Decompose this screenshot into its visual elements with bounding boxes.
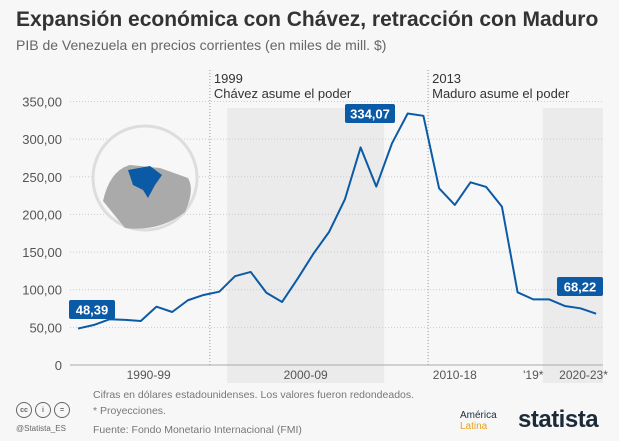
data-label-box — [69, 300, 115, 319]
y-tick-label: 350,00 — [22, 95, 62, 110]
y-tick-label: 200,00 — [22, 207, 62, 222]
x-tick-label: '19* — [523, 368, 544, 382]
data-label-box — [345, 104, 395, 123]
footnote-currency: Cifras en dólares estadounidenses. Los v… — [93, 389, 415, 401]
y-tick-label: 0 — [55, 358, 62, 373]
x-tick-label: 2020-23* — [559, 368, 608, 382]
shade-2020-23 — [542, 108, 603, 383]
annotation-year: 2013 — [432, 71, 461, 86]
x-tick-label: 2000-09 — [284, 368, 328, 382]
social-handle: @Statista_ES — [16, 424, 66, 433]
data-label: 334,07 — [350, 107, 390, 122]
annotation-year: 1999 — [214, 71, 243, 86]
south-america-shape — [103, 165, 191, 229]
y-tick-label: 100,00 — [22, 283, 62, 298]
by-icon: i — [35, 402, 51, 418]
creative-commons-icons: cc i = — [16, 402, 70, 418]
annotation-text: Chávez asume el poder — [214, 86, 352, 101]
gdp-line — [77, 112, 597, 330]
footnote-projections: * Proyecciones. — [93, 405, 166, 417]
venezuela-shape — [128, 166, 162, 198]
data-label: 68,22 — [564, 280, 597, 295]
y-tick-label: 300,00 — [22, 132, 62, 147]
partner-line2: Latina — [460, 421, 488, 432]
x-tick-label: 1990-99 — [127, 368, 171, 382]
source: Fuente: Fondo Monetario Internacional (F… — [93, 424, 302, 436]
x-tick-label: 2010-18 — [433, 368, 477, 382]
data-label: 48,39 — [76, 303, 109, 318]
nd-icon: = — [54, 402, 70, 418]
y-tick-label: 250,00 — [22, 170, 62, 185]
chart-subtitle: PIB de Venezuela en precios corrientes (… — [16, 37, 387, 53]
chart-title: Expansión económica con Chávez, retracci… — [16, 8, 599, 31]
y-tick-label: 50,00 — [29, 320, 62, 335]
partner-line1: América — [460, 410, 497, 421]
cc-icon: cc — [16, 402, 32, 418]
america-latina-logo: América Latina — [460, 410, 497, 432]
annotation-text: Maduro asume el poder — [432, 86, 570, 101]
statista-logo: statista — [518, 406, 599, 433]
y-tick-label: 150,00 — [22, 245, 62, 260]
data-label-box — [557, 277, 603, 296]
